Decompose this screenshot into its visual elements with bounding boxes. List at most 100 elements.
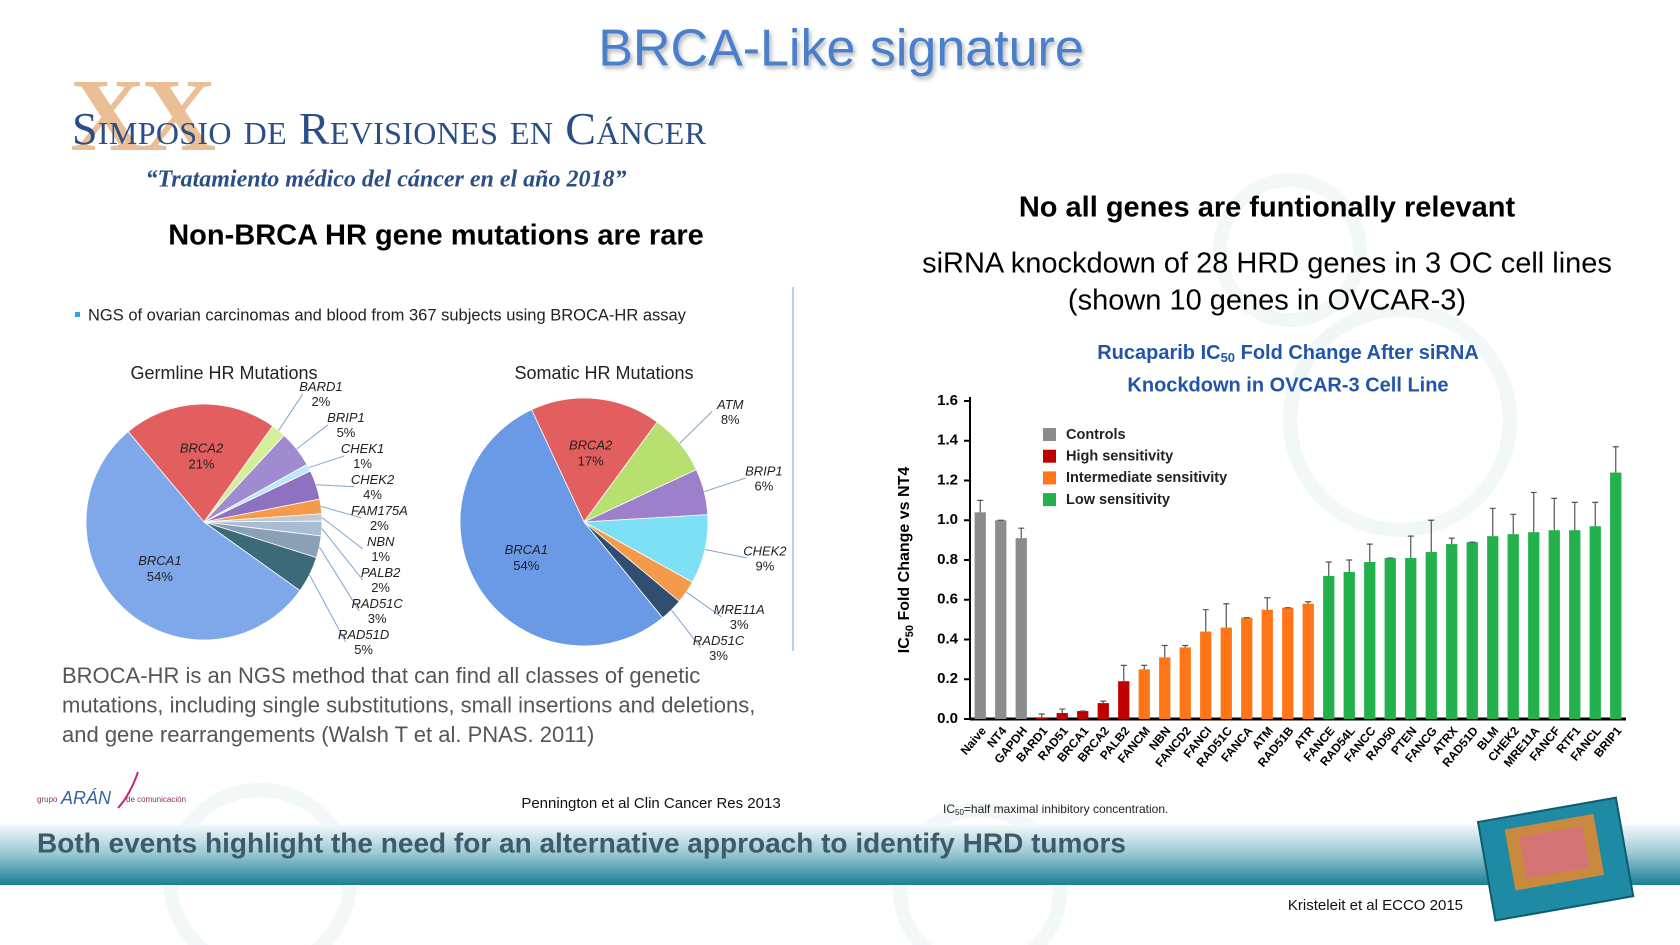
y-tick-label: 1.4 bbox=[937, 432, 959, 449]
error-bar bbox=[977, 499, 984, 513]
slice-label: PALB2 bbox=[361, 565, 401, 580]
bar bbox=[1466, 542, 1478, 719]
error-bar bbox=[1407, 535, 1414, 559]
leader-line bbox=[704, 548, 747, 559]
slice-label: FAM175A bbox=[351, 503, 408, 518]
bar bbox=[1507, 534, 1519, 719]
error-bar bbox=[1489, 507, 1496, 537]
slice-label: BARD1 bbox=[299, 379, 342, 394]
slice-value: 1% bbox=[371, 549, 390, 564]
bar bbox=[1384, 558, 1396, 719]
error-bar bbox=[1161, 644, 1168, 658]
error-bar bbox=[1018, 527, 1025, 539]
error-bar bbox=[1325, 561, 1332, 576]
bar bbox=[1179, 647, 1191, 719]
publisher-name: ARÁN bbox=[60, 788, 112, 808]
bar bbox=[1097, 703, 1109, 719]
leader-line bbox=[320, 505, 362, 519]
leader-line bbox=[321, 517, 364, 550]
pie-slice bbox=[85, 431, 301, 641]
slice-value: 3% bbox=[368, 611, 387, 626]
leader-line bbox=[309, 574, 347, 643]
footnote: IC50=half maximal inhibitory concentrati… bbox=[943, 802, 1168, 817]
y-tick-label: 0.0 bbox=[937, 710, 958, 727]
bar bbox=[1323, 575, 1335, 719]
bar bbox=[974, 512, 986, 719]
error-bar bbox=[1571, 501, 1578, 531]
error-bar bbox=[1346, 559, 1353, 572]
error-bar bbox=[1366, 543, 1373, 562]
slice-value: 9% bbox=[755, 558, 774, 573]
error-bar bbox=[1551, 497, 1558, 531]
error-bar bbox=[1100, 700, 1107, 704]
left-note: NGS of ovarian carcinomas and blood from… bbox=[88, 306, 687, 324]
title-part: Fold Change After siRNA bbox=[1235, 342, 1479, 364]
y-tick-label: 0.6 bbox=[937, 591, 958, 608]
footnote-part: IC bbox=[943, 802, 955, 816]
footer-band bbox=[0, 825, 1680, 885]
slice-value: 3% bbox=[709, 648, 728, 663]
bar bbox=[1261, 609, 1273, 719]
leader-line bbox=[318, 546, 360, 612]
slice-label: MRE11A bbox=[714, 602, 765, 617]
bar bbox=[1405, 558, 1417, 719]
bar bbox=[1302, 603, 1314, 719]
slice-label: BRCA1 bbox=[505, 542, 548, 557]
slice-label: RAD51C bbox=[693, 633, 745, 648]
leader-line bbox=[296, 424, 329, 450]
error-bar bbox=[1428, 519, 1435, 553]
bar bbox=[1282, 607, 1294, 719]
leader-line bbox=[679, 411, 713, 444]
slice-label: BRIP1 bbox=[327, 410, 365, 425]
pie-title: Somatic HR Mutations bbox=[514, 363, 693, 383]
leader-line bbox=[308, 455, 345, 469]
publisher-suffix: de comunicación bbox=[126, 795, 186, 804]
logo-roman: XX bbox=[70, 58, 215, 173]
slice-value: 54% bbox=[147, 569, 173, 584]
bar bbox=[1220, 627, 1232, 719]
y-tick-label: 0.4 bbox=[937, 630, 959, 647]
bar bbox=[1487, 536, 1499, 719]
legend-swatch bbox=[1043, 493, 1056, 507]
publisher-logo: grupo ARÁN de comunicación bbox=[37, 771, 186, 809]
error-bar bbox=[1202, 609, 1209, 632]
slide-title: BRCA-Like signature bbox=[598, 20, 1084, 78]
slice-value: 6% bbox=[754, 478, 773, 493]
error-bar bbox=[1120, 664, 1127, 682]
bar bbox=[1036, 718, 1048, 719]
slice-label: CHEK2 bbox=[351, 472, 395, 487]
y-tick-label: 1.2 bbox=[937, 471, 958, 488]
slice-value: 2% bbox=[371, 580, 390, 595]
slice-label: RAD51C bbox=[352, 596, 404, 611]
slice-label: BRIP1 bbox=[745, 463, 783, 478]
y-tick-label: 0.2 bbox=[937, 670, 958, 687]
body-line: and gene rearrangements (Walsh T et al. … bbox=[62, 722, 594, 747]
y-tick-label: 1.6 bbox=[937, 392, 958, 409]
publisher-prefix: grupo bbox=[37, 795, 58, 804]
legend-swatch bbox=[1043, 428, 1056, 441]
slice-value: 2% bbox=[312, 394, 331, 409]
slice-value: 1% bbox=[353, 456, 372, 471]
leader-line bbox=[704, 477, 747, 493]
slice-value: 5% bbox=[337, 425, 356, 440]
footnote-subscript: 50 bbox=[955, 808, 964, 817]
bar-chart-title: Knockdown in OVCAR-3 Cell Line bbox=[1127, 374, 1448, 396]
pie-slice bbox=[459, 409, 664, 647]
logo-name: Simposio de Revisiones en Cáncer bbox=[72, 103, 707, 154]
body-line: BROCA-HR is an NGS method that can find … bbox=[62, 663, 700, 688]
logo-swoosh bbox=[117, 771, 139, 809]
slice-value: 17% bbox=[578, 454, 604, 469]
legend-label: High sensitivity bbox=[1066, 449, 1173, 465]
bar bbox=[1056, 713, 1068, 719]
leader-line bbox=[278, 393, 304, 431]
left-citation: Pennington et al Clin Cancer Res 2013 bbox=[521, 795, 780, 812]
leader-line bbox=[670, 609, 701, 648]
right-citation: Kristeleit et al ECCO 2015 bbox=[1288, 897, 1463, 914]
bar bbox=[1200, 631, 1212, 719]
slice-label: RAD51D bbox=[338, 627, 389, 642]
slice-value: 21% bbox=[188, 457, 214, 472]
legend-label: Controls bbox=[1066, 427, 1126, 443]
bar bbox=[1077, 711, 1089, 719]
